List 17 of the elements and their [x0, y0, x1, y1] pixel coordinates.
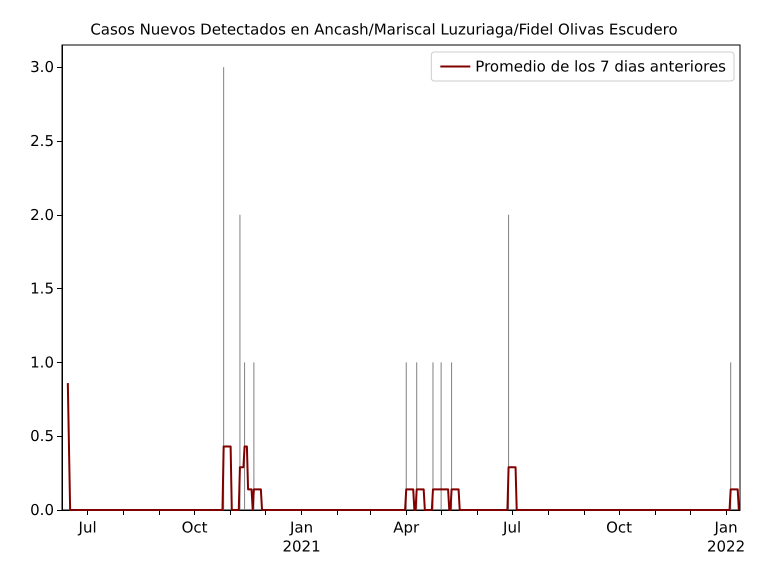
y-tick-label: 1.5 — [30, 280, 54, 298]
y-tick-label: 2.5 — [30, 132, 54, 150]
legend-label: Promedio de los 7 dias anteriores — [475, 58, 726, 76]
x-tick-label: Apr — [393, 518, 420, 536]
y-tick-label: 2.0 — [30, 206, 54, 224]
x-tick-label: Jul — [502, 518, 522, 536]
x-tick-label: Oct — [182, 518, 208, 536]
y-tick-label: 3.0 — [30, 58, 54, 76]
y-tick-label: 0.0 — [30, 501, 54, 519]
line-series — [66, 382, 740, 511]
x-tick-label: Jan 2022 — [706, 518, 746, 556]
chart-title: Casos Nuevos Detectados en Ancash/Mariscal Luzuriaga/Fidel Olivas Escudero — [90, 20, 678, 38]
x-tick-label: Jan 2021 — [282, 518, 321, 556]
x-tick-label: Oct — [606, 518, 632, 536]
x-tick-label: Jul — [78, 518, 97, 536]
y-tick-label: 0.5 — [30, 427, 54, 446]
y-tick-label: 1.0 — [30, 353, 54, 372]
